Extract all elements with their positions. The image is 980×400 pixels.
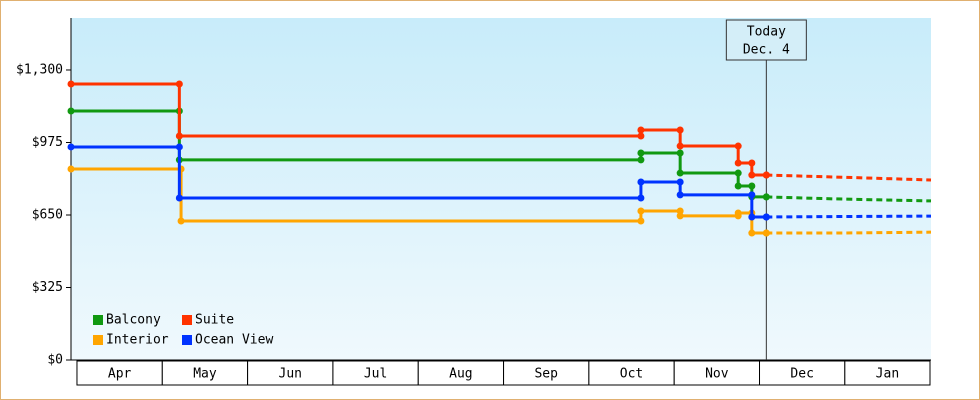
legend-swatch bbox=[182, 315, 192, 325]
projected-line bbox=[766, 195, 932, 203]
point bbox=[748, 171, 756, 179]
y-tick-label: $0 bbox=[47, 353, 63, 368]
point bbox=[637, 126, 645, 134]
x-band bbox=[673, 360, 761, 386]
x-band bbox=[332, 360, 419, 386]
x-band bbox=[844, 360, 931, 386]
y-tick-label: $650 bbox=[32, 207, 63, 222]
legend-label: Interior bbox=[106, 333, 169, 348]
x-tick-label: Sep bbox=[534, 367, 558, 382]
step-corner bbox=[734, 142, 742, 150]
step-corner bbox=[637, 132, 645, 140]
legend-label: Suite bbox=[195, 313, 234, 328]
point bbox=[676, 142, 684, 150]
legend-swatch bbox=[93, 315, 103, 325]
point bbox=[734, 182, 742, 190]
today-label: Today bbox=[747, 25, 786, 40]
x-band bbox=[76, 360, 163, 386]
x-tick-label: Nov bbox=[705, 367, 729, 382]
point bbox=[676, 169, 684, 177]
x-tick-label: Apr bbox=[108, 367, 132, 382]
step-corner bbox=[748, 182, 756, 190]
x-tick-label: May bbox=[193, 367, 217, 382]
step-corner bbox=[637, 217, 645, 225]
step-corner bbox=[734, 169, 742, 177]
step-corner bbox=[748, 191, 756, 199]
series-line bbox=[71, 145, 767, 219]
x-band bbox=[417, 360, 505, 386]
point bbox=[175, 194, 183, 202]
point bbox=[748, 229, 756, 237]
legend-swatch bbox=[93, 335, 103, 345]
x-band bbox=[161, 360, 249, 386]
point bbox=[734, 159, 742, 167]
step-corner bbox=[175, 143, 183, 151]
legend-label: Balcony bbox=[106, 313, 161, 328]
legend-label: Ocean View bbox=[195, 333, 273, 348]
point bbox=[676, 212, 684, 220]
point bbox=[175, 132, 183, 140]
point bbox=[67, 80, 75, 88]
step-corner bbox=[676, 207, 684, 215]
point bbox=[637, 149, 645, 157]
step-corner bbox=[676, 126, 684, 134]
projected-line bbox=[766, 230, 932, 235]
step-corner bbox=[676, 149, 684, 157]
plot-area bbox=[71, 18, 931, 360]
x-tick-label: Jan bbox=[876, 367, 899, 382]
point bbox=[637, 207, 645, 215]
y-tick-label: $975 bbox=[32, 135, 63, 150]
point bbox=[676, 191, 684, 199]
point bbox=[67, 143, 75, 151]
step-corner bbox=[748, 159, 756, 167]
today-label: Dec. 4 bbox=[743, 43, 790, 58]
step-corner bbox=[676, 178, 684, 186]
y-tick-label: $1,300 bbox=[16, 62, 63, 77]
x-tick-label: Aug bbox=[449, 367, 472, 382]
x-tick-label: Jun bbox=[279, 367, 302, 382]
point bbox=[67, 165, 75, 173]
point bbox=[177, 217, 185, 225]
x-tick-label: Dec bbox=[790, 367, 813, 382]
step-corner bbox=[175, 80, 183, 88]
x-tick-label: Jul bbox=[364, 367, 387, 382]
x-band bbox=[247, 360, 334, 386]
point bbox=[637, 178, 645, 186]
point bbox=[748, 213, 756, 221]
y-tick-label: $325 bbox=[32, 280, 63, 295]
step-corner bbox=[637, 156, 645, 164]
point bbox=[67, 107, 75, 115]
x-tick-label: Oct bbox=[620, 367, 643, 382]
step-corner bbox=[637, 194, 645, 202]
projected-line bbox=[766, 214, 932, 219]
today-box bbox=[725, 19, 807, 61]
point bbox=[734, 209, 742, 217]
legend-swatch bbox=[182, 335, 192, 345]
projected-line bbox=[766, 173, 932, 182]
